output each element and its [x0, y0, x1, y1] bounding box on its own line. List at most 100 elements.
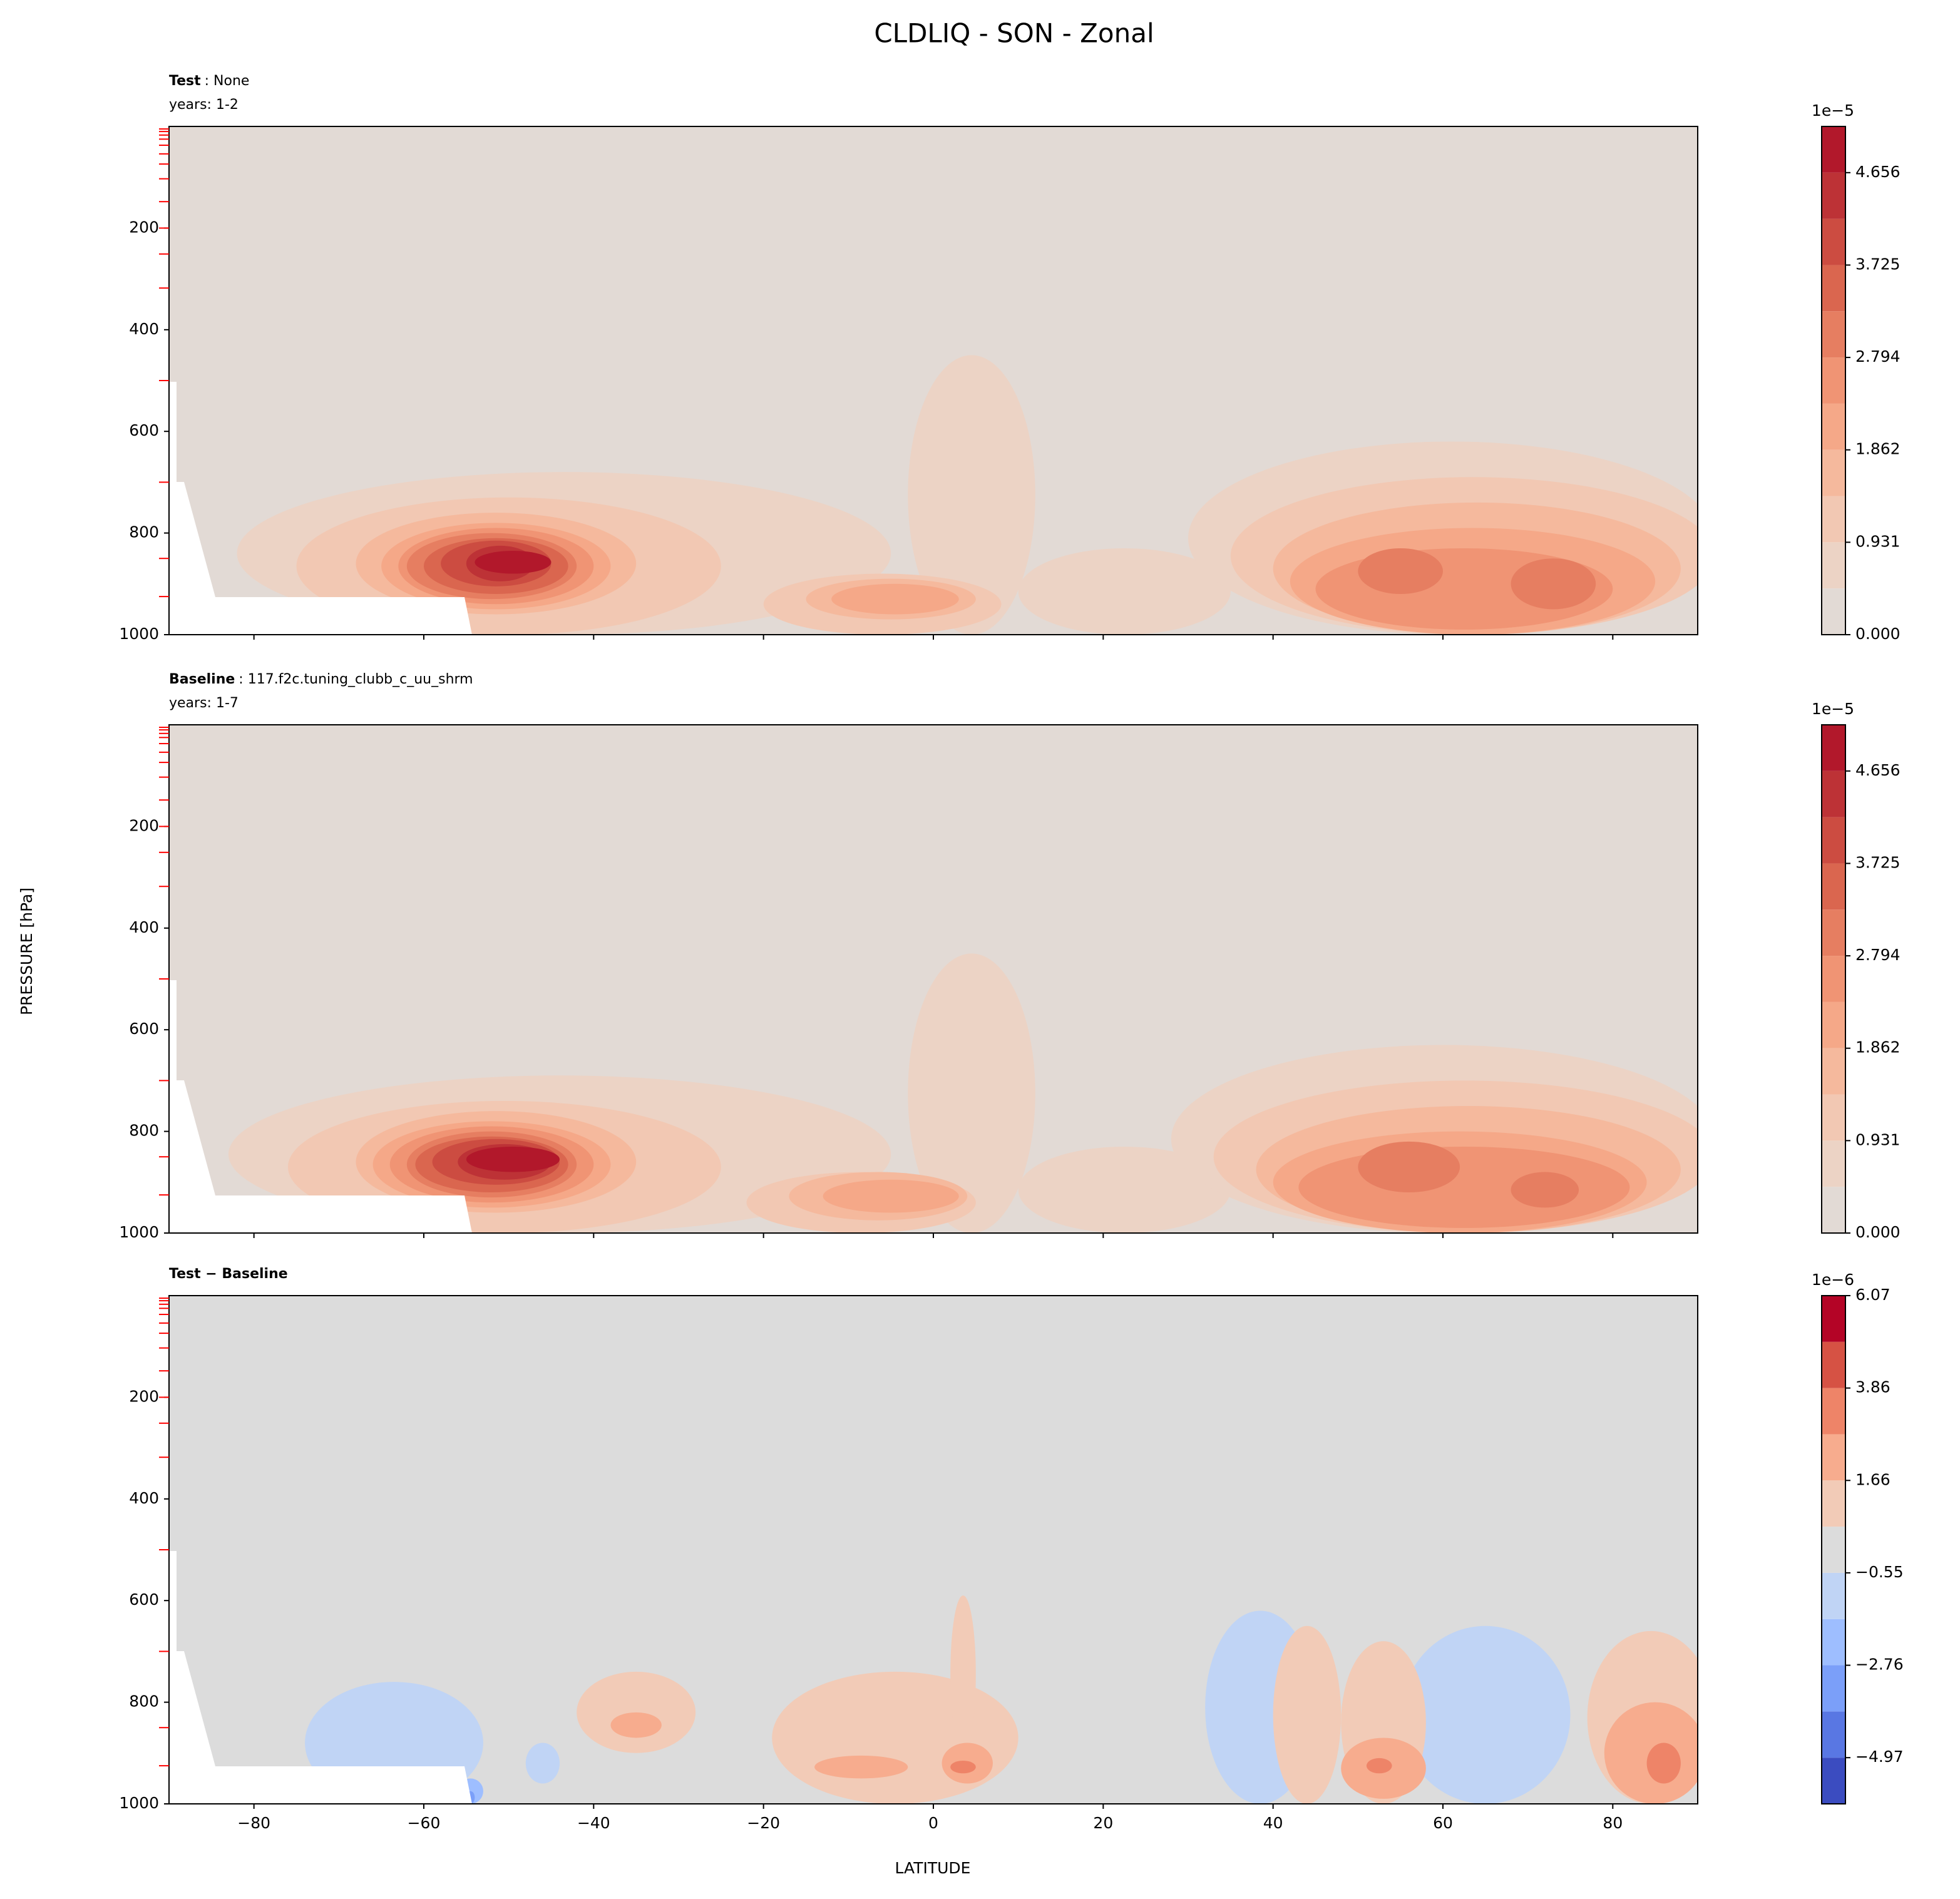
figure-title: CLDLIQ - SON - Zonal [874, 18, 1154, 49]
subtitle-bold: Test [169, 73, 201, 89]
subtitle-text: : 117.f2c.tuning_clubb_c_uu_shrm [239, 672, 473, 687]
subtitle-text: : None [205, 73, 250, 89]
colorbar-band [1822, 1527, 1845, 1573]
colorbar-band [1822, 218, 1845, 265]
colorbar-tick-label: 3.725 [1855, 853, 1901, 871]
y-tick-label: 600 [129, 421, 159, 439]
contour-region [823, 1179, 959, 1213]
colorbar-band [1822, 311, 1845, 358]
colorbar-band [1822, 1296, 1845, 1342]
colorbar-band [1822, 542, 1845, 589]
contour-region [1400, 1625, 1571, 1804]
colorbar-tick-label: 0.931 [1855, 532, 1901, 550]
x-tick-label: −60 [408, 1814, 441, 1832]
contour-region [950, 1595, 976, 1753]
contour-region [475, 551, 552, 574]
contour-region [1358, 548, 1444, 595]
x-tick-label: 80 [1603, 1814, 1623, 1832]
contour-region [1018, 548, 1231, 635]
y-tick-label: 1000 [119, 1223, 159, 1241]
y-tick-label: 400 [129, 1489, 159, 1507]
y-tick-label: 400 [129, 320, 159, 338]
colorbar-tick-label: 3.725 [1855, 255, 1901, 273]
colorbar-tick-label: 0.000 [1855, 1223, 1901, 1241]
subtitle-bold: Test − Baseline [169, 1266, 288, 1282]
x-tick-label: 0 [928, 1814, 938, 1832]
colorbar-band [1822, 1665, 1845, 1712]
panel-years: years: 1-2 [169, 97, 239, 113]
colorbar-tick-label: −2.76 [1855, 1656, 1904, 1674]
x-tick-label: −40 [577, 1814, 610, 1832]
colorbar-band [1822, 1572, 1845, 1619]
colorbar-tick-label: −0.55 [1855, 1563, 1904, 1581]
colorbar-band [1822, 126, 1845, 173]
x-tick-label: −20 [747, 1814, 780, 1832]
subtitle-bold: Baseline [169, 672, 235, 687]
contour-region [1646, 1743, 1681, 1784]
colorbar-band [1822, 1758, 1845, 1804]
y-tick-label: 600 [129, 1590, 159, 1609]
colorbar-band [1822, 909, 1845, 956]
colorbar-band [1822, 1711, 1845, 1758]
colorbar-tick-label: 2.794 [1855, 347, 1901, 366]
contour-region [908, 355, 1035, 635]
colorbar-band [1822, 1140, 1845, 1187]
colorbar-band [1822, 1619, 1845, 1666]
y-tick-label: 1000 [119, 1794, 159, 1812]
colorbar-frame [1821, 126, 1846, 635]
colorbar-tick-label: 4.656 [1855, 163, 1901, 181]
contour-region [1273, 1625, 1342, 1804]
x-tick-label: 20 [1093, 1814, 1113, 1832]
plot-area [169, 126, 1698, 635]
colorbar-band [1822, 496, 1845, 543]
contour-region [1298, 1146, 1630, 1228]
panel-subtitle: Test − Baseline [169, 1266, 288, 1282]
panel-subtitle: Test: None [169, 73, 249, 89]
colorbar-band [1822, 1434, 1845, 1481]
colorbar-band [1822, 725, 1845, 771]
colorbar-band [1822, 1187, 1845, 1233]
colorbar-band [1822, 403, 1845, 450]
colorbar-tick-label: 1.66 [1855, 1470, 1891, 1488]
colorbar-tick-label: 0.000 [1855, 625, 1901, 643]
x-tick-label: 60 [1433, 1814, 1453, 1832]
plot-area [169, 725, 1698, 1233]
colorbar-band [1822, 449, 1845, 496]
colorbar-frame [1821, 1295, 1846, 1804]
contour-region [772, 1671, 1018, 1804]
colorbar-tick-label: 3.86 [1855, 1378, 1891, 1396]
x-tick-label: −80 [237, 1814, 270, 1832]
terrain-mask [169, 382, 472, 635]
y-tick-label: 400 [129, 918, 159, 936]
colorbar-band [1822, 1048, 1845, 1095]
colorbar-tick-label: 0.931 [1855, 1130, 1901, 1149]
colorbar-offset: 1e−6 [1812, 1271, 1854, 1289]
y-tick-label: 800 [129, 1692, 159, 1711]
colorbar-offset: 1e−5 [1812, 700, 1854, 718]
y-tick-label: 200 [129, 1387, 159, 1405]
contour-region [1511, 1172, 1579, 1208]
terrain-mask [169, 1551, 472, 1804]
contour-region [466, 1146, 560, 1172]
colorbar-tick-label: 2.794 [1855, 946, 1901, 964]
colorbar-band [1822, 265, 1845, 312]
colorbar-band [1822, 863, 1845, 910]
colorbar-tick-label: 6.07 [1855, 1286, 1891, 1304]
contour-region [1358, 1141, 1460, 1193]
contour-region [1511, 558, 1596, 610]
panel-subtitle: Baseline : 117.f2c.tuning_clubb_c_uu_shrm [169, 672, 473, 687]
y-tick-label: 200 [129, 816, 159, 834]
contour-region [1366, 1758, 1392, 1774]
colorbar-band [1822, 1388, 1845, 1435]
y-tick-label: 1000 [119, 625, 159, 643]
y-tick-label: 800 [129, 523, 159, 541]
contour-region [525, 1743, 560, 1784]
colorbar-tick-label: −4.97 [1855, 1748, 1904, 1766]
y-tick-label: 200 [129, 218, 159, 236]
panel-years: years: 1-7 [169, 695, 239, 711]
colorbar-band [1822, 770, 1845, 817]
colorbar-offset: 1e−5 [1812, 101, 1854, 120]
contour-region [814, 1755, 908, 1779]
contour-region [908, 953, 1035, 1233]
